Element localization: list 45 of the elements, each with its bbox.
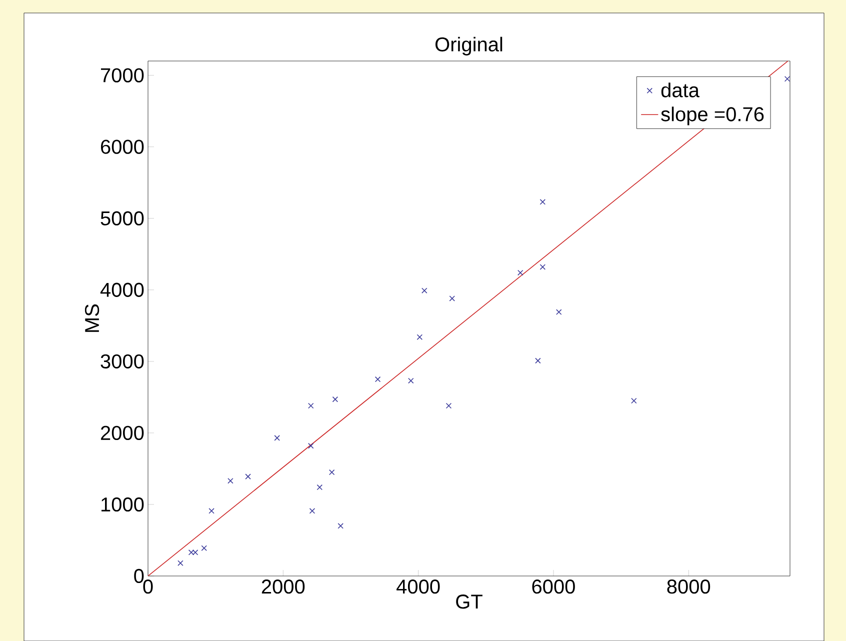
point: [308, 402, 314, 409]
point: [274, 434, 280, 441]
point: [540, 264, 546, 270]
y-tick-label: 6000: [101, 140, 144, 154]
point: [517, 270, 524, 276]
point: [535, 358, 541, 364]
point: [192, 549, 198, 556]
point: [308, 442, 314, 449]
point: [178, 560, 184, 566]
point: [309, 508, 316, 514]
point: [374, 376, 381, 382]
y-axis-title: MS: [84, 304, 100, 332]
x-tick-label: 2000: [262, 579, 305, 594]
point: [540, 198, 546, 205]
y-tick-label: 0: [134, 568, 144, 583]
y-tick-label: 7000: [101, 68, 144, 82]
point: [422, 288, 428, 294]
point: [446, 402, 452, 409]
point: [188, 549, 194, 556]
legend-label: data: [661, 82, 700, 98]
y-tick-label: 3000: [100, 354, 144, 368]
point: [245, 474, 251, 480]
legend-label: slope =0.76: [661, 106, 764, 126]
x-axis-title: GT: [456, 594, 482, 609]
x-tick-label: 8000: [667, 579, 710, 594]
point: [408, 378, 414, 384]
y-tick-label: 5000: [100, 211, 144, 226]
y-tick-label: 1000: [102, 497, 144, 512]
point: [332, 396, 338, 402]
point: [631, 398, 637, 404]
point: [201, 545, 207, 551]
point: [449, 295, 455, 302]
point: [328, 469, 335, 476]
chart-title: Original: [435, 36, 502, 56]
point: [784, 76, 790, 82]
point: [208, 508, 214, 514]
y-tick-label: 2000: [100, 426, 144, 440]
x-tick-label: 4000: [396, 579, 440, 594]
point: [228, 478, 234, 484]
point: [316, 484, 323, 490]
y-tick-label: 4000: [100, 282, 144, 297]
point: [338, 522, 344, 529]
point: [556, 309, 562, 315]
x-tick-label: 6000: [532, 579, 575, 594]
point: [416, 334, 423, 340]
